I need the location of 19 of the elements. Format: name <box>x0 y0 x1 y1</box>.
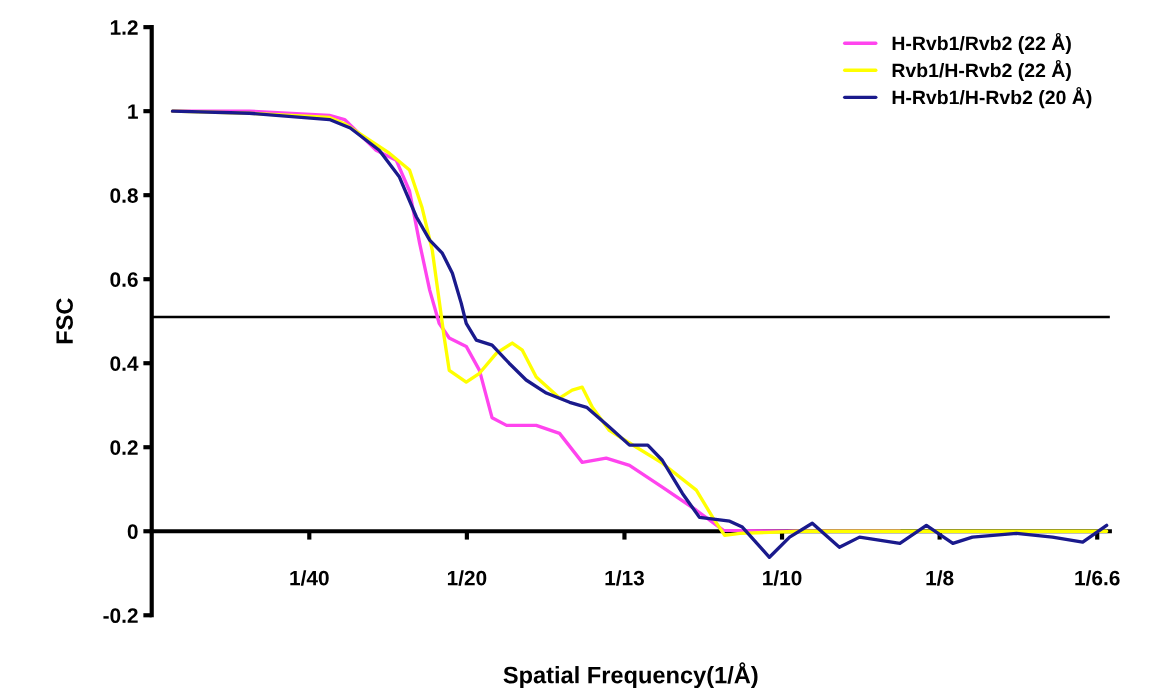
x-tick-label: 1/10 <box>763 570 802 586</box>
y-tick-label: -0.2 <box>103 608 138 624</box>
x-axis-title: Spatial Frequency(1/Å) <box>503 662 758 689</box>
y-tick-label: 1 <box>128 104 138 119</box>
legend-label: H-Rvb1/Rvb2 (22 Å) <box>892 32 1071 55</box>
y-tick-label: 0 <box>127 524 138 539</box>
y-tick-label: 0.2 <box>110 440 138 455</box>
y-tick-label: 0.8 <box>110 188 138 203</box>
x-tick-label: 1/6.6 <box>1075 570 1120 586</box>
x-tick-label: 1/13 <box>605 570 644 586</box>
y-tick-label: 0.6 <box>110 272 138 287</box>
x-tick-label: 1/8 <box>926 570 954 586</box>
legend-label: Rvb1/H-Rvb2 (22 Å) <box>892 59 1071 82</box>
x-tick-label: 1/20 <box>447 570 487 586</box>
legend-label: H-Rvb1/H-Rvb2 (20 Å) <box>892 86 1092 109</box>
y-tick-label: 0.4 <box>110 356 139 371</box>
y-tick-label: 1.2 <box>110 20 138 35</box>
y-axis-title: FSC <box>56 298 73 344</box>
x-tick-label: 1/40 <box>290 570 329 586</box>
